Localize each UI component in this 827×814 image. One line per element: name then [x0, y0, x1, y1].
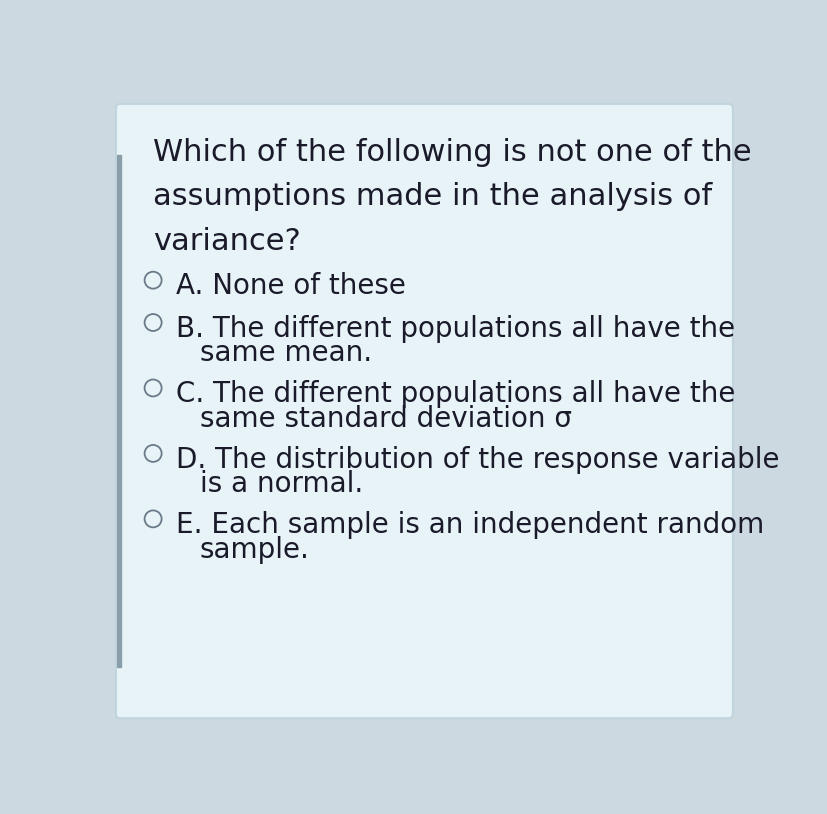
Text: sample.: sample. — [199, 536, 309, 564]
Bar — [117, 155, 122, 667]
Circle shape — [145, 445, 161, 462]
FancyBboxPatch shape — [116, 104, 732, 718]
Text: same standard deviation σ: same standard deviation σ — [199, 405, 571, 433]
Text: Which of the following is not one of the: Which of the following is not one of the — [153, 138, 751, 167]
Circle shape — [145, 314, 161, 331]
Circle shape — [145, 272, 161, 289]
Text: assumptions made in the analysis of: assumptions made in the analysis of — [153, 182, 711, 212]
Text: B. The different populations all have the: B. The different populations all have th… — [176, 315, 734, 343]
Circle shape — [145, 379, 161, 396]
Text: C. The different populations all have the: C. The different populations all have th… — [176, 380, 735, 409]
Text: D. The distribution of the response variable: D. The distribution of the response vari… — [176, 446, 779, 474]
Text: is a normal.: is a normal. — [199, 470, 362, 498]
Text: same mean.: same mean. — [199, 339, 371, 367]
Text: variance?: variance? — [153, 227, 300, 256]
Text: A. None of these: A. None of these — [176, 273, 406, 300]
Text: E. Each sample is an independent random: E. Each sample is an independent random — [176, 511, 763, 539]
Circle shape — [145, 510, 161, 527]
